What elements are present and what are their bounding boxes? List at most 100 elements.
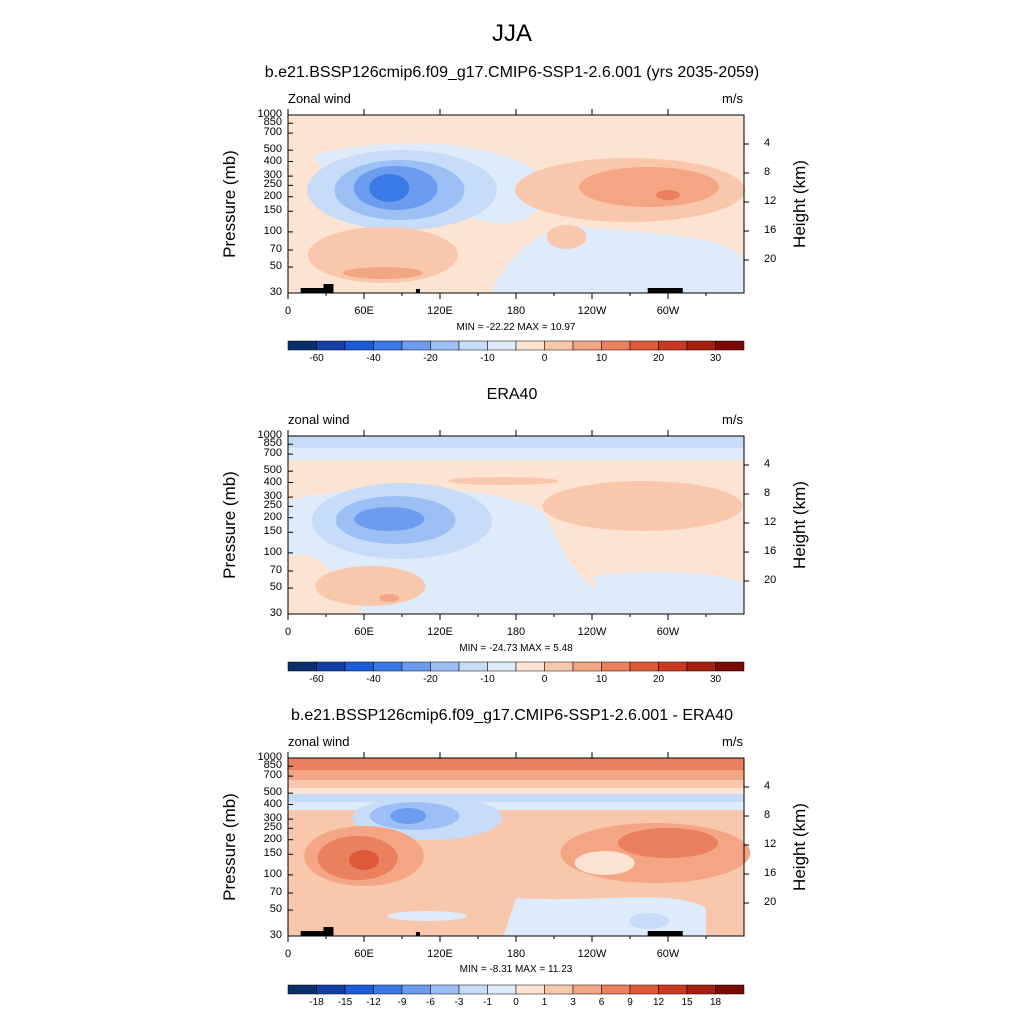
y-tick-label: 100 xyxy=(263,545,282,558)
x-tick-label: 0 xyxy=(284,948,292,960)
x-tick-label: 120E xyxy=(427,948,453,960)
y-axis-title: Pressure (mb) xyxy=(220,150,239,258)
y-tick-label: 70 xyxy=(269,563,282,576)
colorbar-swatch xyxy=(515,984,545,995)
y-tick-label: 150 xyxy=(263,847,282,860)
y-axis-title: Pressure (mb) xyxy=(220,793,239,901)
colorbar-label: 18 xyxy=(709,997,722,1008)
colorbar-label: 1 xyxy=(541,997,548,1008)
right-tick-label: 4 xyxy=(764,458,771,470)
negative-difference xyxy=(387,911,468,921)
y-tick-label: 300 xyxy=(263,169,282,182)
colorbar-label: -12 xyxy=(366,997,381,1008)
colorbar-label: 20 xyxy=(652,674,665,685)
colorbar-label: 0 xyxy=(513,997,519,1008)
land-mask xyxy=(300,931,333,936)
westerly-contour xyxy=(379,594,400,602)
y-tick-label: 500 xyxy=(263,143,282,156)
colorbar-label: -20 xyxy=(423,353,438,364)
difference-band xyxy=(288,770,744,780)
negative-difference xyxy=(629,913,669,929)
x-tick-label: 120W xyxy=(577,626,607,638)
x-tick-label: 60E xyxy=(354,948,374,960)
y-tick-label: 400 xyxy=(263,797,282,810)
colorbar-label: -10 xyxy=(480,674,495,685)
colorbar-label: -9 xyxy=(397,997,407,1008)
colorbar-label: -6 xyxy=(426,997,435,1008)
colorbar-swatch xyxy=(629,984,659,995)
colorbar-label: 10 xyxy=(595,674,608,685)
x-tick-label: 60E xyxy=(354,626,374,638)
colorbar-swatch xyxy=(715,661,745,672)
land-mask xyxy=(323,927,334,936)
difference-band xyxy=(288,802,744,810)
colorbar-label: 3 xyxy=(570,997,576,1008)
jet-core xyxy=(354,507,425,531)
x-tick-label: 180 xyxy=(506,626,526,638)
y-tick-label: 250 xyxy=(263,821,282,834)
y-tick-label: 50 xyxy=(269,260,282,273)
y-tick-label: 500 xyxy=(263,464,282,477)
colorbar-label: 6 xyxy=(598,997,605,1008)
colorbar-swatch xyxy=(373,984,403,995)
y-tick-label: 50 xyxy=(269,581,282,594)
y-tick-label: 250 xyxy=(263,499,282,512)
main-title: JJA xyxy=(491,20,532,47)
colorbar-label: -20 xyxy=(423,674,438,685)
y-tick-label: 200 xyxy=(263,189,282,202)
right-tick-label: 20 xyxy=(764,896,777,909)
y-tick-label: 30 xyxy=(269,607,282,619)
y-tick-label: 150 xyxy=(263,525,282,538)
difference-band xyxy=(288,794,744,802)
y-tick-label: 700 xyxy=(263,126,282,139)
y-tick-label: 300 xyxy=(263,490,282,503)
colorbar-label: -40 xyxy=(366,674,381,685)
negative-difference xyxy=(503,897,706,936)
right-tick-label: 12 xyxy=(764,838,777,851)
land-mask xyxy=(300,288,333,293)
panel-title-obs: ERA40 xyxy=(486,386,538,403)
land-mask xyxy=(647,288,683,293)
colorbar-label: 0 xyxy=(541,353,548,364)
panel-title-model: b.e21.BSSP126cmip6.f09_g17.CMIP6-SSP1-2.… xyxy=(264,64,760,81)
colorbar-label: -60 xyxy=(309,353,324,364)
colorbar-swatch xyxy=(430,984,460,995)
x-tick-label: 60W xyxy=(656,626,680,638)
right-tick-label: 20 xyxy=(764,253,777,266)
y-tick-label: 30 xyxy=(269,929,282,941)
colorbar-swatch xyxy=(287,984,317,995)
y-tick-label: 200 xyxy=(263,510,282,523)
colorbar-label: 20 xyxy=(652,353,665,364)
right-label-model: m/s xyxy=(722,91,743,106)
near-zero-difference xyxy=(574,851,635,875)
left-label-model: Zonal wind xyxy=(288,91,351,106)
x-tick-label: 0 xyxy=(284,626,292,638)
right-label-diff: m/s xyxy=(722,734,743,749)
x-tick-label: 120W xyxy=(577,948,607,960)
y-tick-label: 30 xyxy=(269,286,282,298)
right-tick-label: 16 xyxy=(764,545,777,558)
y-tick-label: 100 xyxy=(263,867,282,880)
westerly-contour xyxy=(448,477,559,485)
land-mask xyxy=(415,932,420,936)
colorbar-label: -40 xyxy=(366,353,381,364)
easterly-band xyxy=(288,448,744,460)
y-tick-label: 70 xyxy=(269,242,282,255)
colorbar-swatch xyxy=(458,984,488,995)
right-tick-label: 20 xyxy=(764,574,777,587)
land-mask xyxy=(415,289,420,293)
colorbar-swatch xyxy=(544,984,574,995)
x-tick-label: 0 xyxy=(284,305,292,317)
colorbar-swatch xyxy=(572,984,602,995)
colorbar-swatch xyxy=(487,984,517,995)
difference-band xyxy=(288,788,744,794)
colorbar-swatch xyxy=(316,984,346,995)
right-tick-label: 8 xyxy=(764,166,771,178)
minmax-model: MIN = -22.22 MAX = 10.97 xyxy=(456,322,576,333)
y-tick-label: 850 xyxy=(263,759,282,772)
y-tick-label: 150 xyxy=(263,204,282,217)
y-tick-label: 850 xyxy=(263,437,282,450)
colorbar-label: 30 xyxy=(709,674,722,685)
colorbar-swatch xyxy=(658,984,688,995)
